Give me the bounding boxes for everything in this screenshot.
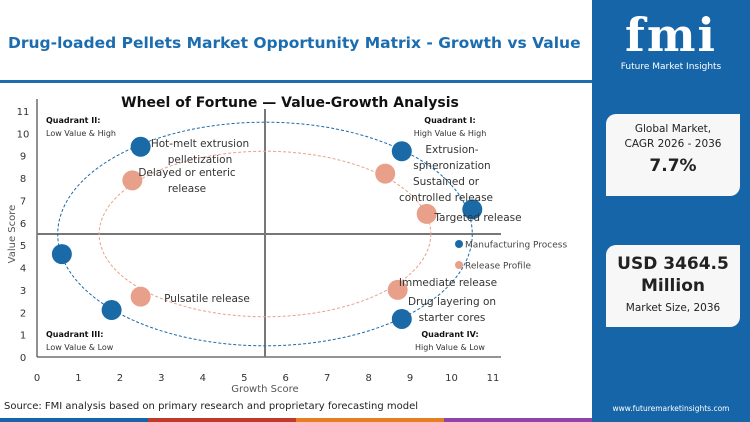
scatter-chart: Wheel of Fortune — Value-Growth Analysis… — [7, 95, 567, 395]
cagr-label-2: CAGR 2026 - 2036 — [624, 138, 722, 150]
cagr-card: Global Market, CAGR 2026 - 2036 7.7% — [606, 114, 740, 196]
release-point — [375, 163, 396, 184]
logo-subtitle: Future Market Insights — [620, 62, 722, 72]
x-tick-label: 5 — [241, 373, 247, 384]
legend-marker — [455, 240, 463, 248]
quadrant-title: Quadrant I: — [424, 116, 475, 125]
legend-marker — [455, 261, 463, 269]
market-size-label: Market Size, 2036 — [625, 302, 721, 314]
manufacturing-point — [391, 141, 412, 162]
release-point — [416, 203, 437, 224]
website-link[interactable]: www.futuremarketinsights.com — [612, 404, 730, 413]
x-tick-label: 0 — [34, 373, 40, 384]
x-tick-label: 8 — [365, 373, 371, 384]
y-tick-label: 6 — [20, 219, 26, 230]
header-divider — [0, 80, 592, 83]
cagr-label-1: Global Market, — [634, 123, 712, 135]
quadrant-subtitle: High Value & High — [414, 129, 487, 138]
source-note: Source: FMI analysis based on primary re… — [4, 401, 419, 412]
quadrant-subtitle: High Value & Low — [415, 343, 485, 352]
point-label: Pulsatile release — [164, 293, 250, 305]
y-tick-label: 5 — [20, 241, 26, 252]
point-label: Targeted release — [433, 212, 521, 224]
y-axis-label: Value Score — [7, 205, 18, 264]
x-axis-label: Growth Score — [231, 384, 298, 395]
point-label: Extrusion-spheronization — [413, 144, 490, 172]
x-tick-label: 10 — [445, 373, 458, 384]
legend-label: Manufacturing Process — [465, 241, 567, 251]
legend-label: Release Profile — [465, 262, 531, 272]
x-tick-label: 7 — [324, 373, 330, 384]
manufacturing-point — [462, 199, 483, 220]
market-size-unit: Million — [640, 276, 705, 296]
x-tick-label: 1 — [75, 373, 81, 384]
y-tick-label: 11 — [17, 107, 30, 118]
market-size-card: USD 3464.5 Million Market Size, 2036 — [606, 245, 740, 327]
quadrant-title: Quadrant III: — [46, 330, 103, 339]
quadrant-title: Quadrant IV: — [421, 330, 478, 339]
point-label: Immediate release — [399, 277, 497, 289]
y-tick-label: 10 — [17, 129, 30, 140]
y-tick-label: 7 — [20, 196, 26, 207]
manufacturing-point — [391, 308, 412, 329]
point-label: Hot-melt extrusion pelletization — [151, 138, 249, 166]
x-tick-label: 3 — [158, 373, 164, 384]
chart-title: Wheel of Fortune — Value-Growth Analysis — [121, 95, 459, 111]
point-label: Sustained or controlled release — [399, 176, 493, 204]
y-tick-label: 8 — [20, 174, 26, 185]
market-size-value: USD 3464.5 — [617, 254, 729, 274]
y-tick-label: 9 — [20, 152, 26, 163]
x-tick-label: 6 — [283, 373, 289, 384]
cagr-value: 7.7% — [649, 156, 697, 176]
x-tick-label: 11 — [487, 373, 500, 384]
x-tick-label: 2 — [117, 373, 123, 384]
series-ellipse — [98, 150, 432, 318]
x-tick-label: 4 — [200, 373, 206, 384]
logo-mark: fmi — [625, 8, 717, 62]
manufacturing-point — [130, 136, 151, 157]
series-ellipse — [57, 121, 473, 347]
release-point — [130, 286, 151, 307]
y-tick-label: 2 — [20, 308, 26, 319]
release-point — [387, 279, 408, 300]
quadrant-subtitle: Low Value & High — [46, 129, 116, 138]
manufacturing-point — [51, 244, 72, 265]
quadrant-title: Quadrant II: — [46, 116, 100, 125]
y-tick-label: 1 — [20, 331, 26, 342]
page-title: Drug-loaded Pellets Market Opportunity M… — [8, 34, 581, 52]
x-tick-label: 9 — [407, 373, 413, 384]
sidebar: fmi Future Market Insights Global Market… — [592, 0, 750, 422]
footer-stripe — [0, 418, 592, 422]
y-tick-label: 0 — [20, 353, 26, 364]
y-tick-label: 3 — [20, 286, 26, 297]
point-label: Delayed or enteric release — [138, 167, 236, 195]
point-label: Drug layering on starter cores — [408, 296, 496, 324]
release-point — [122, 170, 143, 191]
fmi-logo: fmi Future Market Insights — [592, 8, 750, 72]
quadrant-subtitle: Low Value & Low — [46, 343, 114, 352]
manufacturing-point — [101, 300, 122, 321]
y-tick-label: 4 — [20, 264, 26, 275]
